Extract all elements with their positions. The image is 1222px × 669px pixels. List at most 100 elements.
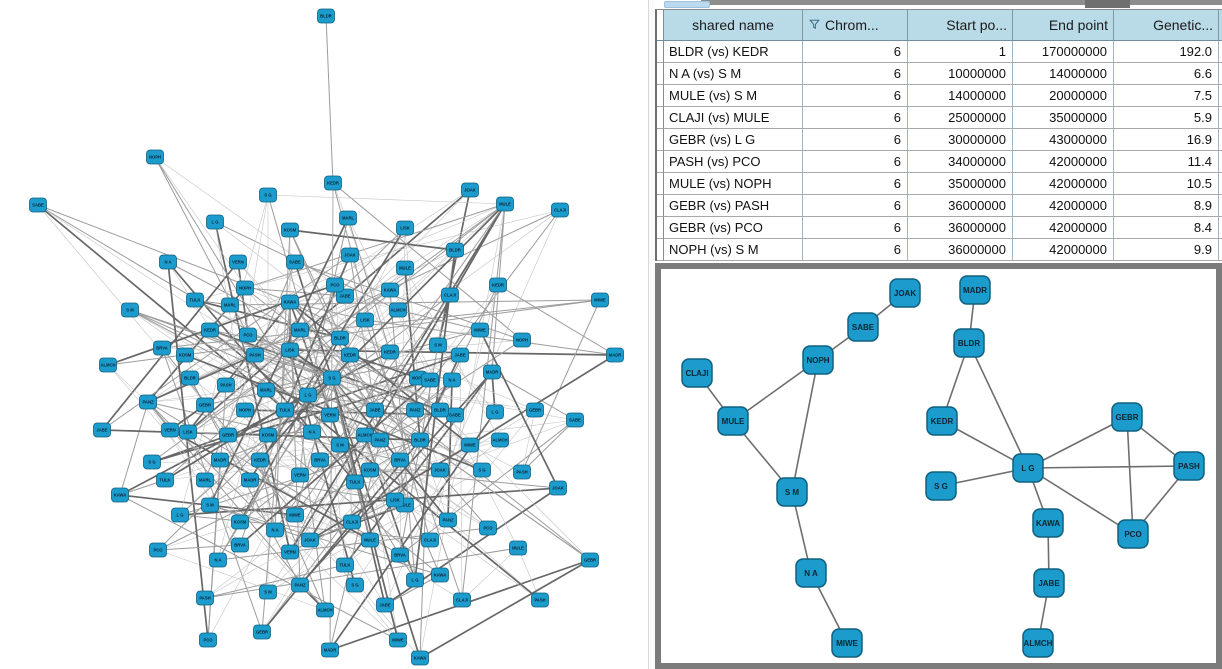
overview-network-node[interactable]: PASH — [246, 347, 264, 363]
table-cell[interactable]: 36000000 — [908, 195, 1013, 217]
overview-network-node[interactable]: PASH — [217, 377, 235, 393]
overview-network-node[interactable]: BLDR — [411, 432, 429, 448]
subnetwork-node[interactable]: PASH — [1173, 451, 1205, 481]
overview-network-node[interactable]: ALMCH — [491, 432, 509, 448]
overview-network-edge[interactable] — [419, 379, 431, 659]
overview-network-node[interactable]: TULK — [336, 557, 354, 573]
overview-network-node[interactable]: NOPH — [146, 149, 164, 165]
overview-network-edge[interactable] — [259, 377, 333, 461]
overview-network-node[interactable]: MADR — [483, 364, 501, 380]
overview-network-edge[interactable] — [299, 227, 406, 331]
subnetwork-node[interactable]: JOAK — [889, 278, 921, 308]
overview-network-edge[interactable] — [267, 434, 366, 593]
overview-network-edge[interactable] — [267, 194, 506, 205]
overview-network-edge[interactable] — [349, 354, 441, 411]
overview-network-edge[interactable] — [259, 459, 276, 531]
overview-network-node[interactable]: N A — [266, 522, 284, 538]
overview-network-node[interactable]: GEBR — [196, 397, 214, 413]
column-header-genetic[interactable]: Genetic... — [1114, 10, 1219, 41]
overview-network-node[interactable]: JABE — [93, 422, 111, 438]
table-cell[interactable]: 6 — [803, 129, 908, 151]
subnetwork-node[interactable]: SABE — [847, 312, 879, 342]
overview-network-node[interactable]: VERN — [321, 407, 339, 423]
table-cell[interactable]: CLAJI (vs) MULE — [664, 107, 803, 129]
overview-network-node[interactable]: KEDR — [381, 344, 399, 360]
table-cell[interactable]: 6 — [803, 85, 908, 107]
table-cell[interactable]: 36000000 — [908, 217, 1013, 239]
overview-network-node[interactable]: KEDR — [489, 277, 507, 293]
overview-network-edge[interactable] — [274, 229, 291, 531]
overview-network-edge[interactable] — [161, 203, 506, 349]
overview-network-edge[interactable] — [331, 377, 449, 521]
overview-network-edge[interactable] — [169, 429, 341, 446]
overview-network-edge[interactable] — [265, 389, 416, 411]
overview-network-node[interactable]: JABE — [376, 597, 394, 613]
overview-network-node[interactable]: JABE — [336, 288, 354, 304]
overview-network-node[interactable]: GEBR — [581, 552, 599, 568]
table-row[interactable]: N A (vs) S M 6 10000000 14000000 6.6 — [657, 63, 1222, 85]
overview-network-edge[interactable] — [129, 309, 333, 379]
overview-network-edge[interactable] — [419, 439, 449, 521]
overview-network-edge[interactable] — [239, 377, 333, 523]
overview-network-node[interactable]: JOAK — [341, 247, 359, 263]
overview-network-edge[interactable] — [419, 559, 591, 659]
overview-network-edge[interactable] — [414, 339, 523, 411]
overview-network-node[interactable]: KEDR — [251, 452, 269, 468]
overview-network-edge[interactable] — [157, 549, 326, 611]
overview-network-node[interactable]: GEBR — [526, 402, 544, 418]
subnetwork-node[interactable]: BLDR — [953, 328, 985, 358]
overview-network-node[interactable]: MARL — [221, 297, 239, 313]
table-row[interactable]: MULE (vs) NOPH 6 35000000 42000000 10.5 — [657, 173, 1222, 195]
table-cell[interactable]: 35000000 — [1013, 107, 1114, 129]
overview-network-edge[interactable] — [331, 344, 439, 379]
overview-network-node[interactable]: CLAJI — [453, 592, 471, 608]
overview-network-edge[interactable] — [157, 439, 501, 551]
table-cell[interactable]: BLDR (vs) KEDR — [664, 41, 803, 63]
overview-network-node[interactable]: KAWA — [431, 567, 449, 583]
overview-network-edge[interactable] — [354, 584, 399, 641]
overview-network-edge[interactable] — [521, 299, 601, 473]
overview-network-edge[interactable] — [447, 379, 453, 521]
overview-network-node[interactable]: PCO — [239, 327, 257, 343]
overview-network-node[interactable]: PASH — [531, 592, 549, 608]
subnetwork-node[interactable]: ALMCH — [1022, 628, 1054, 658]
overview-network-node[interactable]: PANZ — [371, 432, 389, 448]
overview-network-node[interactable]: S M — [259, 584, 277, 600]
overview-network-node[interactable]: JOAK — [461, 182, 479, 198]
table-cell[interactable]: 6.6 — [1114, 63, 1219, 85]
overview-network-node[interactable]: MADR — [241, 472, 259, 488]
overview-network-edge[interactable] — [289, 301, 366, 321]
overview-network-node[interactable]: SABE — [286, 254, 304, 270]
overview-network-node[interactable]: S G — [323, 370, 341, 386]
overview-network-edge[interactable] — [289, 295, 346, 303]
overview-network-node[interactable]: S G — [473, 462, 491, 478]
overview-network-edge[interactable] — [209, 217, 349, 506]
table-cell[interactable]: 6 — [803, 195, 908, 217]
table-cell[interactable]: 8.4 — [1114, 217, 1219, 239]
overview-network-edge[interactable] — [214, 221, 399, 311]
table-cell[interactable]: 1 — [908, 41, 1013, 63]
subnetwork-edge[interactable] — [1027, 465, 1190, 469]
overview-network-edge[interactable] — [204, 547, 519, 599]
overview-network-node[interactable]: S G — [143, 454, 161, 470]
overview-network-node[interactable]: ALMCH — [99, 357, 117, 373]
horizontal-scrollbar-thumb[interactable] — [664, 1, 710, 8]
filter-icon[interactable] — [809, 17, 820, 33]
overview-network-node[interactable]: MARL — [339, 210, 357, 226]
overview-network-node[interactable]: MULE — [396, 260, 414, 276]
overview-network-node[interactable]: MIWE — [286, 507, 304, 523]
table-cell[interactable]: 6 — [803, 41, 908, 63]
overview-network-edge[interactable] — [384, 574, 441, 606]
table-cell[interactable]: GEBR (vs) PCO — [664, 217, 803, 239]
overview-network-edge[interactable] — [331, 354, 461, 379]
overview-network-edge[interactable] — [217, 527, 489, 561]
overview-network-node[interactable]: JABE — [366, 402, 384, 418]
subnetwork-edge[interactable] — [1126, 416, 1134, 535]
overview-network-node[interactable]: KOSM — [259, 427, 277, 443]
overview-network-edge[interactable] — [521, 409, 536, 473]
overview-network-node[interactable]: S M — [429, 337, 447, 353]
subnetwork-panel[interactable]: JOAK SABE NOPH CLAJI MULE S M N A MIWE MADR BLDR K… — [655, 263, 1222, 669]
table-cell[interactable]: 16.9 — [1114, 129, 1219, 151]
overview-network-node[interactable]: VERN — [229, 254, 247, 270]
overview-network-edge[interactable] — [237, 261, 249, 336]
